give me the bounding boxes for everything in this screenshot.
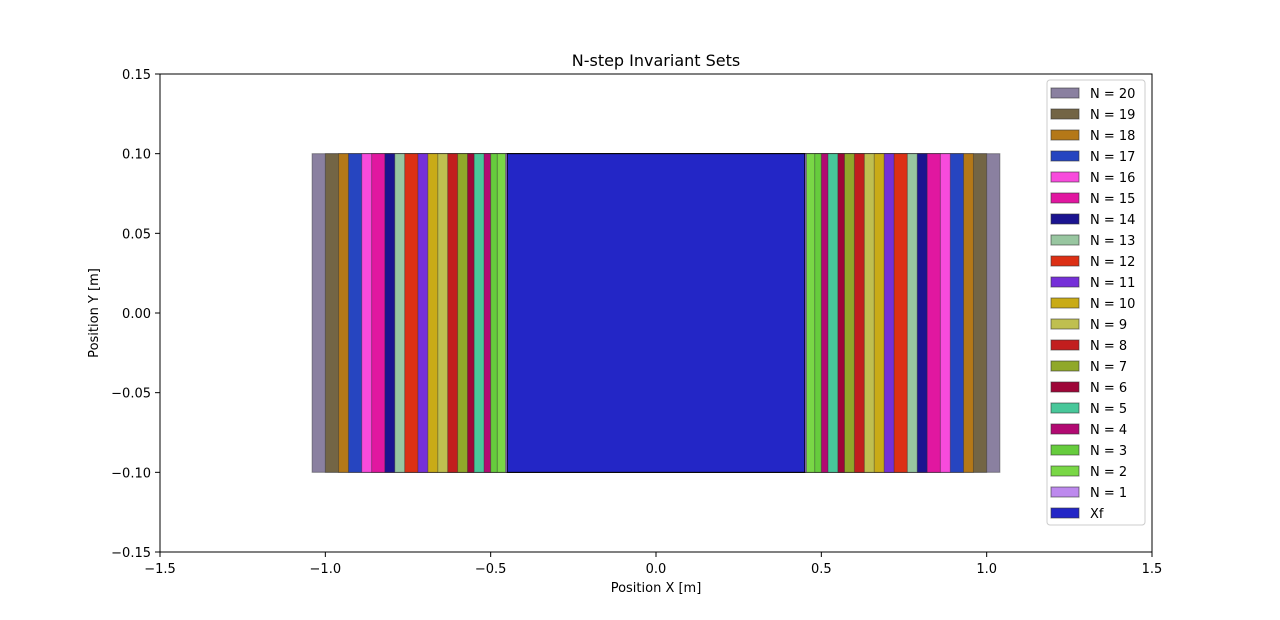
legend-swatch: [1050, 213, 1080, 225]
legend-swatch: [1050, 276, 1080, 288]
legend-label: N = 19: [1090, 108, 1135, 123]
x-tick-label: −1.0: [310, 562, 342, 577]
legend-swatch: [1050, 381, 1080, 393]
legend-swatch: [1050, 339, 1080, 351]
legend-label: N = 7: [1090, 360, 1127, 375]
legend-swatch: [1050, 255, 1080, 267]
y-tick-label: −0.15: [111, 546, 151, 561]
legend-swatch: [1050, 150, 1080, 162]
legend-frame: [1046, 79, 1146, 526]
legend-swatch: [1050, 234, 1080, 246]
legend-label: N = 18: [1090, 129, 1135, 144]
legend-swatch: [1050, 360, 1080, 372]
legend-label: N = 10: [1090, 297, 1135, 312]
y-axis: −0.15 −0.10 −0.05 0.00 0.05 0.10 0.15: [111, 68, 160, 561]
x-tick-label: −1.5: [144, 562, 176, 577]
legend-swatch: [1050, 297, 1080, 309]
y-axis-label: Position Y [m]: [87, 268, 102, 358]
legend-label: N = 6: [1090, 381, 1127, 396]
legend-label: N = 12: [1090, 255, 1135, 270]
x-tick-label: 1.0: [976, 562, 997, 577]
legend-swatch: [1050, 465, 1080, 477]
y-tick-label: −0.05: [111, 387, 151, 402]
x-tick-label: −0.5: [475, 562, 507, 577]
legend-label: N = 1: [1090, 486, 1127, 501]
y-tick-label: 0.00: [122, 307, 151, 322]
legend-label: N = 14: [1090, 213, 1135, 228]
legend-swatch: [1050, 87, 1080, 99]
legend-label: N = 15: [1090, 192, 1135, 207]
legend-swatch: [1050, 129, 1080, 141]
x-axis-label: Position X [m]: [611, 581, 702, 596]
legend-label: N = 16: [1090, 171, 1135, 186]
legend-label: N = 3: [1090, 444, 1127, 459]
legend-swatch: [1050, 108, 1080, 120]
legend-swatch: [1050, 402, 1080, 414]
legend-label: Xf: [1090, 507, 1104, 522]
legend-label: N = 20: [1090, 87, 1135, 102]
x-tick-label: 1.5: [1142, 562, 1163, 577]
x-axis: −1.5 −1.0 −0.5 0.0 0.5 1.0 1.5: [144, 552, 1162, 577]
legend-swatch: [1050, 423, 1080, 435]
invariant-sets: [311, 153, 1001, 473]
legend-swatch: [1050, 444, 1080, 456]
legend-swatch: [1050, 486, 1080, 498]
x-tick-label: 0.0: [646, 562, 667, 577]
legend-label: N = 2: [1090, 465, 1127, 480]
set-xf: [506, 153, 806, 473]
legend-swatch: [1050, 507, 1080, 519]
legend-label: N = 5: [1090, 402, 1127, 417]
legend-swatch: [1050, 192, 1080, 204]
chart-title: N-step Invariant Sets: [572, 51, 741, 70]
legend-swatch: [1050, 318, 1080, 330]
legend-label: N = 11: [1090, 276, 1135, 291]
y-tick-label: 0.05: [122, 227, 151, 242]
legend-label: N = 8: [1090, 339, 1127, 354]
y-tick-label: 0.15: [122, 68, 151, 83]
legend-swatch: [1050, 171, 1080, 183]
legend-label: N = 9: [1090, 318, 1127, 333]
y-tick-label: 0.10: [122, 148, 151, 163]
y-tick-label: −0.10: [111, 466, 151, 481]
legend-label: N = 4: [1090, 423, 1127, 438]
legend: N = 20 N = 19 N = 18 N = 17 N = 16 N = 15 N = …: [1046, 79, 1146, 526]
legend-label: N = 17: [1090, 150, 1135, 165]
legend-label: N = 13: [1090, 234, 1135, 249]
x-tick-label: 0.5: [811, 562, 832, 577]
